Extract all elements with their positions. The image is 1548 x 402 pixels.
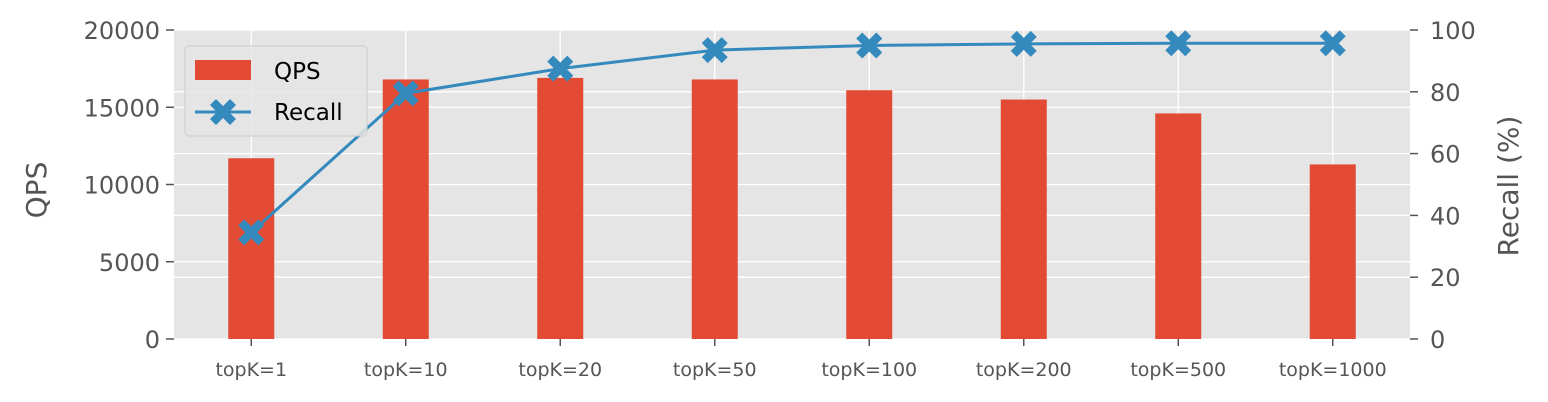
x-tick-label: topK=100	[821, 359, 917, 381]
recall-marker	[856, 32, 883, 59]
recall-line	[250, 41, 1333, 234]
qps-bar	[1155, 113, 1202, 340]
qps-bar	[691, 79, 738, 339]
x-tick-label: topK=50	[673, 359, 757, 381]
legend-qps-label: QPS	[274, 59, 321, 85]
y-right-tick-label: 80	[1430, 79, 1461, 107]
recall-marker	[1319, 30, 1346, 57]
qps-bar	[382, 79, 429, 339]
y-tick-label: 15000	[84, 94, 160, 122]
x-tick-label: topK=1	[215, 359, 287, 381]
x-tick-label: topK=200	[976, 359, 1072, 381]
x-tick-label: topK=500	[1130, 359, 1226, 381]
legend-qps-swatch	[195, 60, 251, 80]
recall-marker	[701, 37, 728, 64]
x-axis-ticks: topK=1 topK=10 topK=20 topK=50 topK=100 topK=…	[215, 339, 1387, 381]
x-tick-label: topK=10	[364, 359, 448, 381]
recall-line-group	[238, 30, 1346, 246]
legend-recall-marker	[210, 99, 236, 125]
right-axis-ticks: 0 20 40 60 80 100	[1410, 17, 1476, 354]
x-tick-label: topK=1000	[1279, 359, 1387, 381]
recall-marker	[547, 55, 574, 82]
y-right-tick-label: 100	[1430, 17, 1476, 45]
x-tick-label: topK=20	[518, 359, 602, 381]
y-axis-right-title: Recall (%)	[1492, 116, 1525, 257]
qps-bar	[846, 90, 893, 339]
y-tick-label: 0	[145, 326, 160, 354]
y-tick-label: 10000	[84, 172, 160, 200]
y-tick-label: 20000	[84, 17, 160, 45]
y-tick-label: 5000	[99, 249, 160, 277]
y-axis-title: QPS	[20, 162, 53, 219]
recall-marker	[1010, 30, 1037, 57]
recall-marker	[392, 80, 419, 107]
left-axis-ticks: 0 5000 10000 15000 20000	[84, 17, 174, 354]
qps-bar	[1000, 99, 1047, 340]
y-right-tick-label: 0	[1430, 326, 1445, 354]
legend-recall-label: Recall	[274, 100, 343, 126]
qps-bars	[228, 77, 1356, 340]
recall-marker	[238, 219, 265, 246]
qps-bar	[228, 158, 275, 339]
y-right-tick-label: 40	[1430, 202, 1461, 230]
recall-marker	[1165, 30, 1192, 57]
qps-bar	[1309, 164, 1356, 339]
qps-bar	[537, 77, 584, 340]
y-right-tick-label: 20	[1430, 264, 1461, 292]
legend: QPS Recall	[184, 45, 368, 137]
y-right-tick-label: 60	[1430, 141, 1461, 169]
